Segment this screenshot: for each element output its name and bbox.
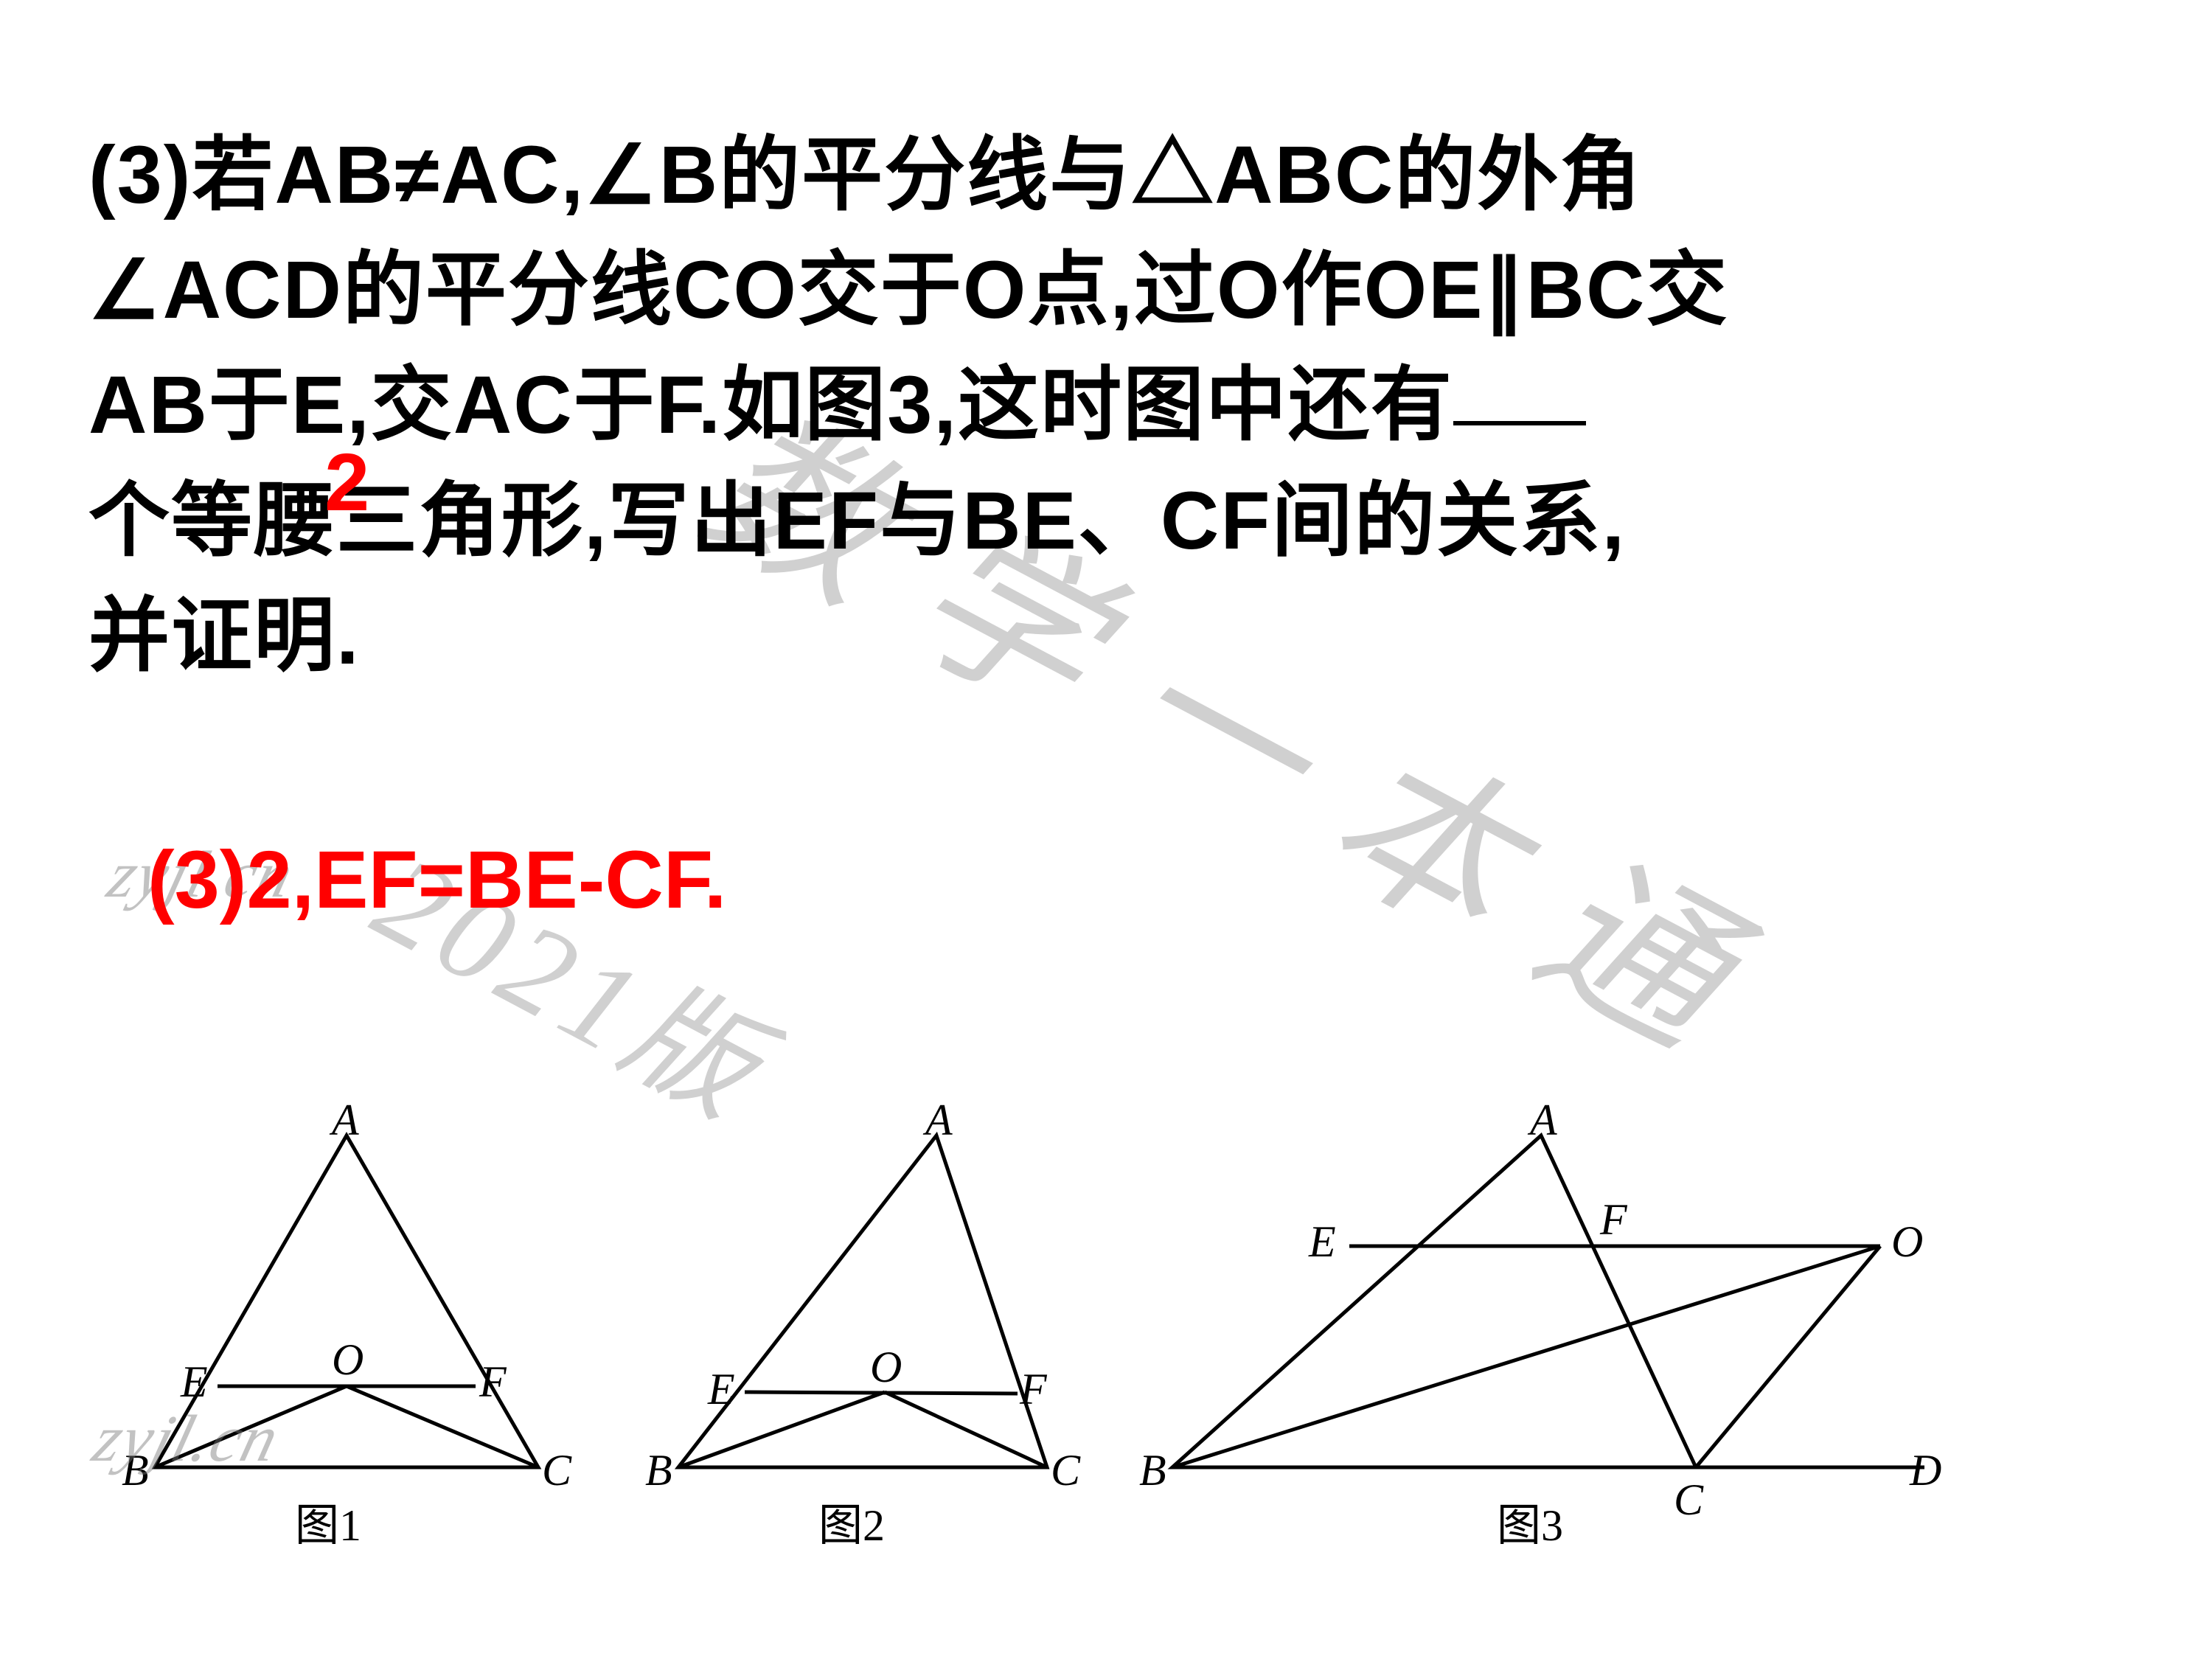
fig2-label-e: E: [708, 1364, 735, 1415]
fig2-label-a: A: [925, 1095, 953, 1146]
fig3-label-b: B: [1139, 1445, 1166, 1496]
problem-line-4: 个等腰三角形,写出EF与BE、CF间的关系,: [88, 476, 1626, 566]
problem-line-3a: AB于E,交AC于F.如图3,这时图中还有: [88, 360, 1453, 451]
fig1-label-o: O: [332, 1335, 364, 1385]
fig1-label-b: B: [122, 1445, 149, 1496]
fig2-caption: 图2: [818, 1489, 885, 1554]
fig3-caption: 图3: [1497, 1489, 1563, 1554]
fig1-caption: 图1: [295, 1489, 361, 1554]
fig3-label-d: D: [1910, 1445, 1941, 1496]
fig3-label-f: F: [1600, 1194, 1627, 1245]
problem-line-2: ∠ACD的平分线CO交于O点,过O作OE∥BC交: [88, 245, 1728, 335]
blank-underline: [1453, 421, 1586, 425]
fig2-label-c: C: [1051, 1445, 1080, 1496]
fig2-label-o: O: [870, 1342, 902, 1393]
fig3-line-bo: [1172, 1246, 1880, 1467]
fig1-label-c: C: [542, 1445, 571, 1496]
answer-text: (3)2,EF=BE-CF.: [147, 833, 726, 927]
problem-text: (3)若AB≠AC,∠B的平分线与△ABC的外角 ∠ACD的平分线CO交于O点,…: [88, 118, 2138, 694]
figure-2: A B C E F O 图2: [634, 1113, 1091, 1556]
fig3-triangle-abc: [1172, 1135, 1696, 1467]
problem-line-5: 并证明.: [88, 591, 361, 681]
fig3-label-e: E: [1309, 1217, 1336, 1267]
problem-line-1: (3)若AB≠AC,∠B的平分线与△ABC的外角: [88, 130, 1643, 220]
figure-3-svg: [1128, 1113, 1969, 1512]
fig2-label-b: B: [645, 1445, 672, 1496]
fig1-label-a: A: [332, 1095, 359, 1146]
fig2-label-f: F: [1020, 1364, 1047, 1415]
figure-1-svg: [111, 1113, 582, 1512]
figure-2-svg: [634, 1113, 1091, 1512]
fig1-label-e: E: [181, 1357, 208, 1408]
fig3-line-co: [1696, 1246, 1880, 1467]
figure-1: A B C E F O 图1: [111, 1113, 582, 1556]
figures-row: A B C E F O 图1 zyjl.cn A B C E F O 图2: [44, 1091, 2168, 1607]
fig1-line-co: [347, 1386, 538, 1467]
fig1-triangle-abc: [155, 1135, 538, 1467]
fig3-label-a: A: [1530, 1095, 1557, 1146]
fig3-label-c: C: [1674, 1475, 1703, 1526]
fig1-label-f: F: [479, 1357, 507, 1408]
answer-overlay-2: 2: [324, 436, 369, 529]
fig2-triangle-abc: [678, 1135, 1047, 1467]
fig3-label-o: O: [1891, 1217, 1923, 1267]
figure-3: A B C D E F O 图3: [1128, 1113, 1969, 1556]
